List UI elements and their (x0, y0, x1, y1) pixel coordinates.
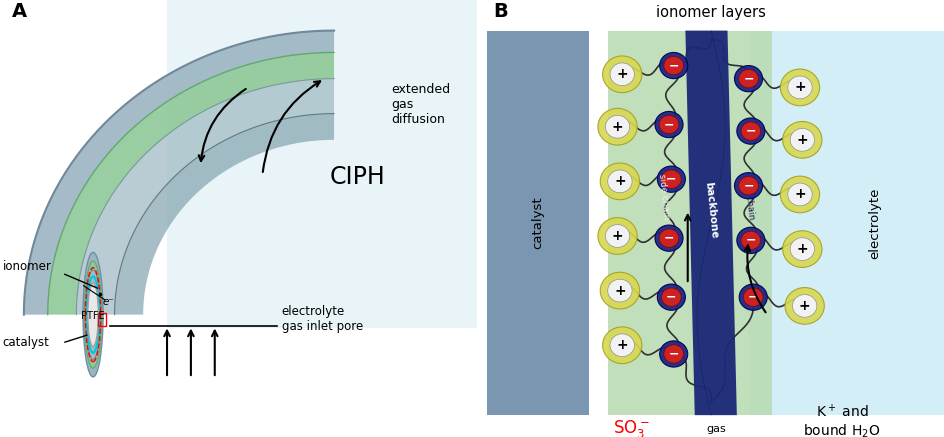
Ellipse shape (83, 253, 103, 377)
Circle shape (738, 284, 767, 310)
Text: +: + (793, 80, 805, 94)
Circle shape (736, 227, 764, 253)
Text: +: + (615, 338, 628, 352)
Text: +: + (793, 187, 805, 201)
Text: −: − (666, 291, 676, 304)
Bar (608, 31, 771, 415)
Circle shape (782, 121, 821, 158)
Polygon shape (684, 31, 736, 415)
Circle shape (792, 295, 816, 317)
Text: −: − (666, 173, 676, 186)
Circle shape (659, 52, 687, 79)
Circle shape (659, 115, 678, 134)
Circle shape (664, 345, 683, 363)
Circle shape (602, 327, 641, 364)
Text: +: + (798, 299, 810, 313)
Circle shape (780, 176, 818, 213)
Text: e⁻: e⁻ (103, 297, 114, 306)
Text: extended
gas
diffusion: extended gas diffusion (391, 83, 450, 126)
Circle shape (661, 288, 681, 306)
Text: −: − (743, 179, 753, 192)
Text: −: − (663, 118, 674, 131)
Polygon shape (167, 0, 477, 328)
Text: CIPH: CIPH (329, 165, 385, 188)
Circle shape (738, 69, 757, 88)
Circle shape (787, 183, 811, 206)
Circle shape (610, 63, 633, 86)
Text: ionomer layers: ionomer layers (655, 5, 766, 20)
Ellipse shape (85, 260, 101, 369)
Ellipse shape (86, 270, 100, 359)
Circle shape (733, 173, 762, 199)
Text: gas: gas (705, 424, 725, 434)
Bar (486, 31, 589, 415)
Polygon shape (76, 79, 334, 315)
Circle shape (659, 229, 678, 247)
Text: A: A (12, 3, 27, 21)
Circle shape (743, 288, 762, 306)
Circle shape (787, 76, 811, 99)
Text: +: + (796, 133, 807, 147)
Text: −: − (747, 291, 758, 304)
Ellipse shape (88, 283, 98, 346)
Circle shape (602, 56, 641, 93)
Circle shape (780, 69, 818, 106)
Bar (748, 31, 944, 415)
Text: −: − (745, 234, 755, 247)
Circle shape (740, 122, 760, 140)
Text: +: + (614, 174, 625, 188)
Polygon shape (47, 52, 334, 315)
Text: electrolyte: electrolyte (868, 187, 881, 259)
Text: −: − (745, 125, 755, 138)
Circle shape (607, 279, 632, 302)
Text: +: + (615, 67, 628, 81)
Circle shape (782, 231, 821, 267)
Circle shape (738, 177, 757, 195)
Circle shape (784, 288, 823, 324)
Circle shape (605, 115, 629, 138)
Polygon shape (114, 114, 334, 315)
Circle shape (789, 128, 814, 151)
Text: −: − (743, 72, 753, 85)
Text: +: + (611, 120, 623, 134)
Text: ionomer: ionomer (3, 260, 51, 273)
Text: catalyst: catalyst (3, 336, 49, 349)
Text: −: − (663, 232, 674, 245)
Text: +: + (796, 242, 807, 256)
Text: catalyst: catalyst (531, 197, 544, 249)
Text: +: + (614, 284, 625, 298)
Text: PTFE: PTFE (81, 311, 105, 320)
Circle shape (654, 225, 683, 251)
Ellipse shape (84, 261, 102, 368)
Circle shape (654, 111, 683, 138)
Circle shape (661, 170, 681, 188)
Circle shape (740, 231, 760, 250)
Text: side chain: side chain (741, 173, 754, 220)
Circle shape (605, 225, 629, 247)
Circle shape (657, 284, 684, 310)
Circle shape (599, 272, 639, 309)
Circle shape (664, 56, 683, 75)
Text: side chain: side chain (657, 173, 670, 220)
Text: +: + (611, 229, 623, 243)
Text: B: B (493, 3, 508, 21)
Text: K$^+$ and
bound H$_2$O: K$^+$ and bound H$_2$O (802, 403, 880, 437)
Circle shape (789, 238, 814, 260)
Text: backbone: backbone (702, 181, 718, 239)
Circle shape (610, 334, 633, 357)
Circle shape (733, 66, 762, 92)
Text: −: − (667, 347, 678, 361)
Text: $\mathregular{SO_3^-}$: $\mathregular{SO_3^-}$ (613, 418, 649, 437)
Text: electrolyte
gas inlet pore: electrolyte gas inlet pore (281, 305, 362, 333)
Circle shape (607, 170, 632, 193)
Circle shape (598, 218, 636, 254)
Bar (98, 313, 107, 326)
Text: −: − (667, 59, 678, 72)
Circle shape (659, 341, 687, 367)
Circle shape (599, 163, 639, 200)
Polygon shape (24, 31, 334, 315)
Circle shape (736, 118, 764, 144)
Circle shape (598, 108, 636, 145)
Circle shape (657, 166, 684, 192)
